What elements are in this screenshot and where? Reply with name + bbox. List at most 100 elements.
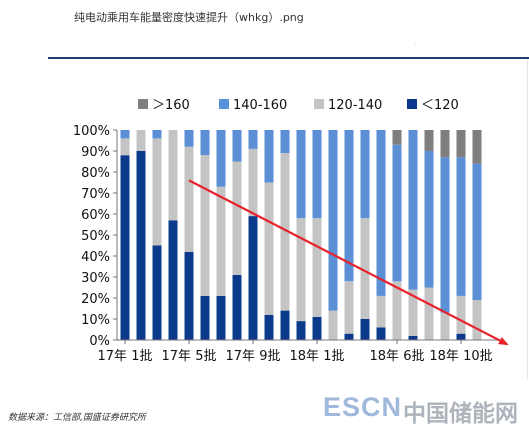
bar-segment [408, 289, 418, 336]
bar-segment [296, 218, 306, 322]
top-rule [48, 57, 529, 59]
bar-segment [232, 274, 242, 340]
right-rule [527, 59, 528, 379]
bar-segment [328, 130, 338, 311]
bar-segment [152, 138, 162, 246]
bars [120, 130, 482, 340]
legend-swatch [314, 99, 324, 109]
bar-segment [264, 182, 274, 315]
file-title: 纯电动乘用车能量密度快速提升（whkg）.png [74, 11, 304, 24]
bar-segment [424, 151, 434, 288]
x-tick-label: 18年 1批 [290, 349, 345, 364]
bar-segment [392, 144, 402, 282]
bar-segment [184, 146, 194, 252]
bar-segment [376, 295, 386, 328]
bar-segment [216, 186, 226, 296]
y-tick-label: 60% [81, 208, 110, 223]
x-tick-label: 18年 10批 [429, 349, 492, 364]
bar-segment [264, 130, 274, 183]
bar-segment [248, 130, 258, 149]
bar-segment [424, 130, 434, 151]
bar-segment [184, 251, 194, 340]
bar-segment [328, 310, 338, 340]
bar-segment [312, 316, 322, 340]
bar-segment [472, 163, 482, 301]
source-note: 数据来源：工信部,国盛证券研究所 [8, 413, 146, 423]
y-tick-label: 0% [89, 334, 110, 349]
bar-segment [136, 130, 146, 151]
bar-segment [344, 130, 354, 282]
y-tick-label: 100% [73, 124, 110, 139]
y-axis: 0% 10% 20% 30% 40% 50% 60% 70% 80% 90% 100% [73, 124, 118, 349]
legend-label: ＜120 [421, 98, 459, 113]
bar-segment [152, 130, 162, 139]
y-tick-label: 30% [81, 271, 110, 286]
bar-segment [440, 130, 450, 158]
x-tick-label: 17年 1批 [98, 349, 153, 364]
bar-segment [216, 130, 226, 187]
bar-segment [440, 312, 450, 340]
bar-segment [440, 157, 450, 313]
bar-segment [184, 130, 194, 147]
bar-segment [216, 295, 226, 340]
bar-segment [200, 295, 210, 340]
y-tick-label: 20% [81, 292, 110, 307]
bar-segment [168, 130, 178, 221]
y-tick-label: 40% [81, 250, 110, 265]
x-tick-label: 17年 5批 [162, 349, 217, 364]
bar-segment [392, 281, 402, 340]
bar-segment [344, 333, 354, 340]
bar-segment [312, 130, 322, 219]
bar-segment [200, 155, 210, 296]
bar-segment [280, 153, 290, 311]
tiny-mark: · [414, 40, 417, 48]
bar-segment [280, 130, 290, 154]
bar-segment [456, 157, 466, 296]
y-tick-label: 10% [81, 313, 110, 328]
x-tick-label: 18年 6批 [370, 349, 425, 364]
legend: ＞160 140-160 120-140 ＜120 [138, 98, 459, 113]
legend-swatch [138, 99, 148, 109]
bar-segment [232, 130, 242, 162]
bar-segment [392, 130, 402, 145]
bar-segment [408, 335, 418, 340]
watermark-cjk: 中国储能网 [403, 401, 518, 427]
trend-arrow [188, 179, 509, 346]
bar-segment [312, 218, 322, 317]
bar-segment [120, 155, 130, 340]
bar-segment [120, 138, 130, 156]
bar-segment [456, 295, 466, 334]
bar-segment [248, 148, 258, 217]
bar-segment [456, 333, 466, 340]
legend-swatch [219, 99, 229, 109]
y-tick-label: 50% [81, 229, 110, 244]
bar-segment [232, 161, 242, 275]
bar-segment [264, 314, 274, 340]
legend-label: ＞160 [152, 98, 190, 113]
y-tick-label: 90% [81, 145, 110, 160]
y-tick-label: 70% [81, 187, 110, 202]
bar-segment [360, 218, 370, 319]
bar-segment [424, 287, 434, 340]
legend-swatch [407, 99, 417, 109]
bar-segment [120, 130, 130, 139]
bar-segment [344, 281, 354, 334]
y-tick-label: 80% [81, 166, 110, 181]
bar-segment [360, 130, 370, 219]
bar-segment [296, 130, 306, 219]
bar-segment [408, 130, 418, 290]
watermark-latin: ESCN [323, 392, 403, 422]
bar-segment [248, 216, 258, 340]
trend-layer [188, 179, 509, 346]
bar-segment [200, 130, 210, 156]
bar-segment [472, 300, 482, 340]
legend-label: 140-160 [233, 98, 287, 113]
bar-segment [472, 130, 482, 164]
legend-label: 120-140 [328, 98, 382, 113]
bar-segment [360, 319, 370, 340]
bar-segment [296, 321, 306, 340]
bar-segment [152, 245, 162, 340]
bar-segment [168, 220, 178, 340]
bar-segment [376, 327, 386, 340]
